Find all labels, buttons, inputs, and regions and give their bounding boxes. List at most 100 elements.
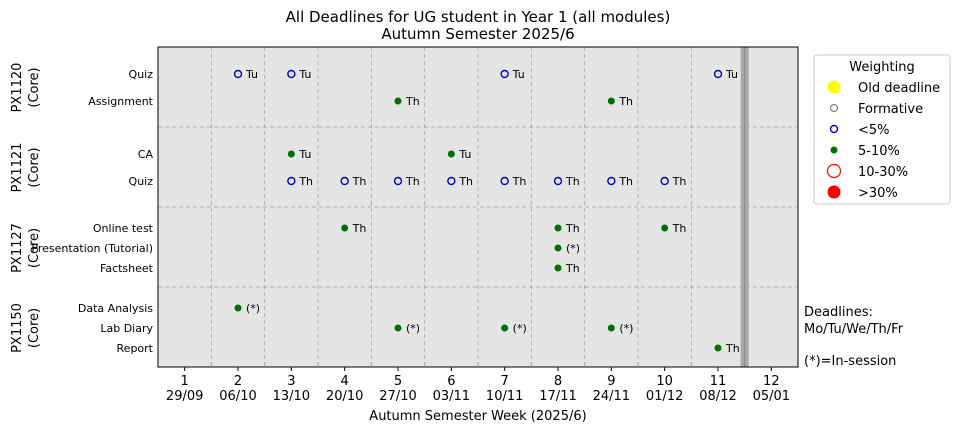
point-day-label: Th: [672, 222, 687, 235]
deadline-point: [607, 324, 615, 332]
chart-title: All Deadlines for UG student in Year 1 (…: [286, 8, 671, 26]
row-label: Online test: [93, 222, 154, 235]
point-day-label: Th: [565, 262, 580, 275]
point-day-label: Th: [352, 222, 367, 235]
deadline-point: [234, 304, 242, 312]
x-axis-ticks: 129/09 206/10 313/10 420/10 527/10 603/11 710/…: [166, 367, 790, 404]
note-text: Deadlines:: [804, 305, 873, 320]
row-label: Presentation (Tutorial): [31, 242, 153, 255]
legend-label: Formative: [858, 102, 923, 117]
x-tick-week: 1: [181, 374, 189, 389]
legend-label: Old deadline: [858, 81, 940, 96]
legend-title: Weighting: [849, 60, 914, 75]
point-day-label: Th: [458, 175, 473, 188]
legend-marker: [830, 146, 838, 154]
row-label: Quiz: [129, 175, 154, 188]
point-day-label: Th: [672, 175, 687, 188]
x-tick-date: 24/11: [593, 389, 630, 404]
row-label: Data Analysis: [78, 302, 153, 315]
module-label: PX1150: [10, 303, 25, 353]
legend-label: 10-30%: [858, 165, 908, 180]
point-day-label: Th: [512, 175, 527, 188]
legend-label: 5-10%: [858, 144, 900, 159]
point-day-label: Tu: [298, 68, 311, 81]
row-label: Assignment: [88, 95, 153, 108]
deadline-point: [607, 176, 616, 186]
deadline-point: [714, 344, 722, 352]
deadline-point: [501, 324, 509, 332]
deadline-point: [287, 176, 296, 186]
point-day-label: Th: [618, 95, 633, 108]
x-tick-week: 5: [394, 374, 402, 389]
x-tick-date: 03/11: [433, 389, 470, 404]
end-of-teaching-marker: [740, 47, 749, 367]
point-day-label: Th: [565, 222, 580, 235]
deadline-point: [287, 150, 295, 158]
x-tick-date: 17/11: [539, 389, 576, 404]
deadline-point: [287, 69, 296, 79]
legend-marker: [826, 163, 842, 179]
deadline-point: [607, 97, 615, 105]
row-label: CA: [138, 148, 154, 161]
point-day-label: Tu: [458, 148, 471, 161]
x-tick-date: 20/10: [326, 389, 363, 404]
point-day-label: Th: [352, 175, 367, 188]
deadline-point: [394, 97, 402, 105]
point-day-label: Th: [618, 175, 633, 188]
module-label: PX1121: [10, 143, 25, 193]
point-day-label: (*): [566, 242, 580, 255]
deadline-point: [553, 176, 563, 186]
deadline-point: [713, 69, 723, 79]
point-day-label: Tu: [725, 68, 738, 81]
deadline-point: [554, 264, 562, 272]
note-text: (*)=In-session: [804, 354, 896, 369]
deadline-point: [447, 150, 455, 158]
deadline-point: [660, 176, 669, 186]
point-day-label: (*): [246, 302, 260, 315]
x-tick-date: 29/09: [166, 389, 203, 404]
row-label: Report: [117, 342, 154, 355]
deadline-point: [447, 176, 456, 186]
x-tick-date: 06/10: [219, 389, 256, 404]
deadline-point: [340, 176, 349, 186]
x-tick-week: 10: [656, 374, 673, 389]
point-day-label: Th: [565, 175, 580, 188]
legend-marker: [829, 103, 839, 113]
x-tick-week: 7: [501, 374, 509, 389]
x-tick-week: 9: [607, 374, 615, 389]
point-day-label: (*): [406, 322, 420, 335]
note-text: Mo/Tu/We/Th/Fr: [804, 322, 904, 337]
point-day-label: Th: [405, 95, 420, 108]
deadline-point: [341, 224, 349, 232]
plot-frame: [157, 46, 799, 368]
plot-area: [158, 47, 798, 367]
deadline-notes: Deadlines: Mo/Tu/We/Th/Fr (*)=In-session: [804, 305, 904, 369]
point-day-label: Tu: [298, 148, 311, 161]
deadline-point: [500, 69, 509, 79]
legend-label: <5%: [858, 123, 890, 138]
module-sublabel: (Core): [27, 147, 42, 187]
legend-label: >30%: [858, 186, 898, 201]
point-day-label: Th: [405, 175, 420, 188]
deadline-point: [393, 176, 403, 186]
module-sublabel: (Core): [27, 67, 42, 107]
x-tick-week: 11: [710, 374, 727, 389]
deadline-point: [554, 224, 562, 232]
row-label: Lab Diary: [100, 322, 153, 335]
module-label: PX1120: [10, 63, 25, 113]
x-tick-date: 13/10: [273, 389, 310, 404]
row-label: Quiz: [129, 68, 154, 81]
point-day-label: (*): [513, 322, 527, 335]
point-day-label: Tu: [512, 68, 525, 81]
point-day-label: Tu: [245, 68, 258, 81]
x-tick-week: 2: [234, 374, 242, 389]
x-tick-week: 6: [447, 374, 455, 389]
point-day-label: Th: [725, 342, 740, 355]
point-day-label: (*): [619, 322, 633, 335]
chart-subtitle: Autumn Semester 2025/6: [381, 25, 574, 43]
point-day-label: Th: [298, 175, 313, 188]
x-axis-label: Autumn Semester Week (2025/6): [369, 409, 586, 424]
row-label: Factsheet: [100, 262, 154, 275]
module-label: PX1127: [10, 223, 25, 273]
